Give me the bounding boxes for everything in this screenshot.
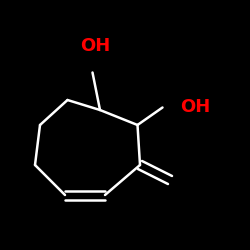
Text: OH: OH	[80, 37, 110, 55]
Text: OH: OH	[180, 98, 210, 116]
